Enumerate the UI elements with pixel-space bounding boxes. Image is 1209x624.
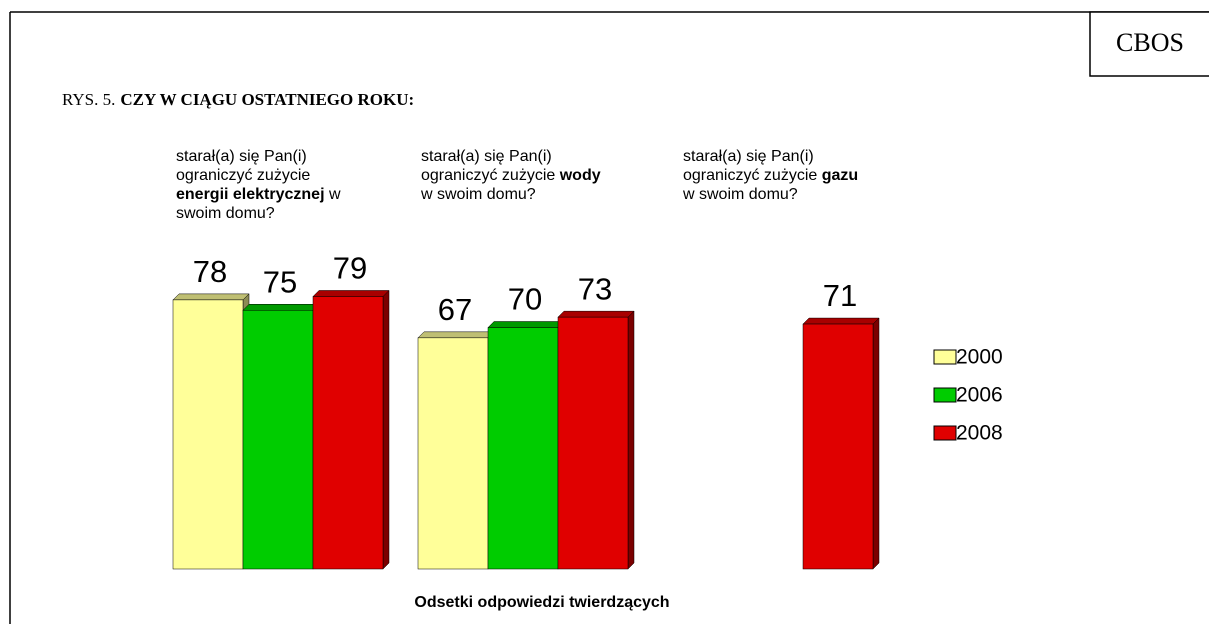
category-label-part: starał(a) się Pan(i) ograniczyć zużycie: [421, 148, 560, 184]
legend-swatch: [933, 349, 957, 365]
bar: [417, 337, 489, 570]
figure-label: RYS. 5.: [62, 90, 115, 109]
value-label: 67: [438, 292, 472, 327]
bar-top: [417, 331, 495, 339]
category-label: starał(a) się Pan(i) ograniczyć zużycie …: [683, 147, 873, 204]
value-label: 73: [578, 271, 612, 306]
category-label-part: wody: [559, 167, 601, 184]
source-box: [1089, 11, 1209, 77]
category-label-part: w swoim domu?: [421, 186, 536, 203]
bar-top: [802, 317, 880, 325]
bar: [312, 296, 384, 570]
x-axis-label: Odsetki odpowiedzi twierdzących: [414, 594, 669, 611]
bar-side: [627, 310, 635, 570]
category-label-part: energii elektrycznej: [176, 186, 325, 203]
legend-label: 2006: [956, 384, 1003, 407]
value-label: 75: [263, 264, 297, 299]
bar: [242, 310, 314, 570]
title-text: CZY W CIĄGU OSTATNIEGO ROKU:: [120, 90, 414, 109]
bar: [172, 299, 244, 570]
legend-swatch: [933, 425, 957, 441]
bar-top: [172, 293, 250, 301]
category-label-part: w swoim domu?: [683, 186, 798, 203]
bar-side: [872, 317, 880, 570]
bar-top: [242, 304, 320, 311]
category-label: starał(a) się Pan(i) ograniczyć zużycie …: [421, 147, 611, 204]
category-label-part: w swoim domu?: [176, 186, 341, 222]
bar: [557, 316, 629, 570]
legend-label: 2008: [956, 422, 1003, 445]
value-label: 71: [823, 278, 857, 313]
bar-side: [382, 289, 390, 570]
bar-top: [312, 290, 390, 297]
value-label: 78: [193, 254, 227, 289]
legend-swatch: [933, 387, 957, 403]
category-label-part: starał(a) się Pan(i) ograniczyć zużycie: [176, 148, 311, 184]
category-label: starał(a) się Pan(i) ograniczyć zużycie …: [176, 147, 366, 223]
title: RYS. 5. CZY W CIĄGU OSTATNIEGO ROKU:: [62, 90, 414, 109]
bar-top: [487, 321, 565, 328]
source: CBOS: [1116, 28, 1184, 57]
legend-label: 2000: [956, 346, 1003, 369]
category-label-part: starał(a) się Pan(i) ograniczyć zużycie: [683, 148, 822, 184]
bar-top: [557, 310, 635, 318]
bar: [487, 327, 559, 570]
value-label: 70: [508, 282, 542, 317]
bar: [802, 323, 874, 570]
category-label-part: gazu: [821, 167, 859, 184]
value-label: 79: [333, 251, 367, 286]
